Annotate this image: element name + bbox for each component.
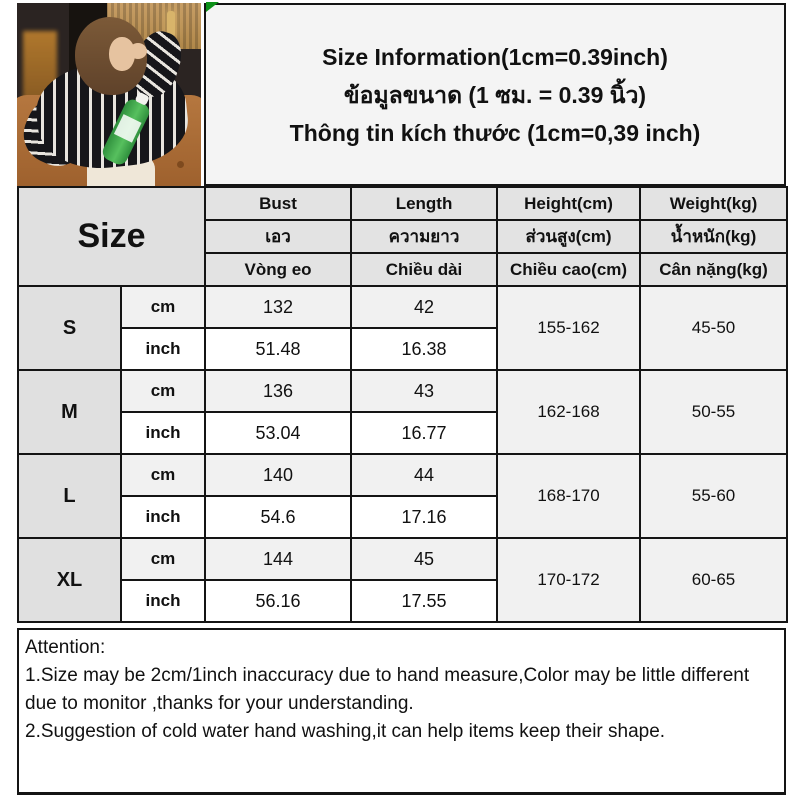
bust-inch-s: 51.48: [204, 327, 353, 371]
length-cm-s: 42: [350, 285, 499, 329]
size-label-m: M: [17, 369, 122, 455]
table-row: inch 53.04 16.77: [18, 411, 787, 455]
size-label-l: L: [17, 453, 122, 539]
length-cm-xl: 45: [350, 537, 499, 581]
col-header-bust-vi: Vòng eo: [204, 252, 353, 287]
table-row: S cm 132 42 155-162 45-50: [17, 285, 789, 371]
length-cm-l: 44: [350, 453, 499, 497]
length-inch-m: 16.77: [350, 411, 499, 455]
title-line-th: ข้อมูลขนาด (1 ซม. = 0.39 นิ้ว): [343, 81, 647, 108]
col-header-height-en: Height(cm): [496, 186, 642, 221]
height-range-xl: 170-172: [496, 537, 642, 623]
table-row: XL cm 144 45 170-172 60-65: [17, 537, 789, 623]
table-row: inch 51.48 16.38: [18, 327, 787, 371]
weight-range-m: 50-55: [639, 369, 789, 455]
col-header-height-th: ส่วนสูง(cm): [496, 219, 642, 254]
col-header-weight-en: Weight(kg): [639, 186, 789, 221]
attention-notes: Attention: 1.Size may be 2cm/1inch inacc…: [17, 628, 786, 795]
length-cm-m: 43: [350, 369, 499, 413]
table-row: inch 56.16 17.55: [18, 579, 787, 623]
unit-label-inch: inch: [119, 411, 207, 455]
col-header-length-en: Length: [350, 186, 499, 221]
height-range-m: 162-168: [496, 369, 642, 455]
col-header-bust-en: Bust: [204, 186, 353, 221]
size-header-cell: Size: [16, 186, 207, 287]
length-inch-s: 16.38: [350, 327, 499, 371]
attention-heading: Attention:: [25, 637, 106, 658]
attention-note-1: 1.Size may be 2cm/1inch inaccuracy due t…: [25, 665, 750, 714]
table-row: L cm 140 44 168-170 55-60: [17, 453, 789, 539]
length-inch-xl: 17.55: [350, 579, 499, 623]
unit-label-cm: cm: [119, 453, 207, 497]
bust-cm-m: 136: [204, 369, 353, 413]
unit-label-inch: inch: [119, 579, 207, 623]
height-range-l: 168-170: [496, 453, 642, 539]
green-corner-marker-icon: [206, 2, 219, 12]
wall-lamp: [167, 11, 175, 37]
bust-inch-l: 54.6: [204, 495, 353, 539]
bust-cm-s: 132: [204, 285, 353, 329]
table-row: M cm 136 43 162-168 50-55: [17, 369, 789, 455]
col-header-length-vi: Chiều dài: [350, 252, 499, 287]
size-label-xl: XL: [17, 537, 122, 623]
weight-range-xl: 60-65: [639, 537, 789, 623]
weight-range-l: 55-60: [639, 453, 789, 539]
unit-label-cm: cm: [119, 369, 207, 413]
col-header-length-th: ความยาว: [350, 219, 499, 254]
col-header-weight-th: น้ำหนัก(kg): [639, 219, 789, 254]
bust-cm-xl: 144: [204, 537, 353, 581]
title-line-en: Size Information(1cm=0.39inch): [322, 43, 668, 70]
size-chart-table: Size Bust Length Height(cm) Weight(kg) เ…: [16, 186, 789, 623]
product-photo: [17, 3, 201, 186]
unit-label-cm: cm: [119, 285, 207, 329]
col-header-bust-th: เอว: [204, 219, 353, 254]
title-line-vi: Thông tin kích thước (1cm=0,39 inch): [289, 119, 701, 146]
unit-label-inch: inch: [119, 495, 207, 539]
height-range-s: 155-162: [496, 285, 642, 371]
bust-inch-xl: 56.16: [204, 579, 353, 623]
model-hand: [129, 43, 147, 59]
size-label-s: S: [17, 285, 122, 371]
bust-cm-l: 140: [204, 453, 353, 497]
unit-label-inch: inch: [119, 327, 207, 371]
bust-inch-m: 53.04: [204, 411, 353, 455]
col-header-height-vi: Chiều cao(cm): [496, 252, 642, 287]
unit-label-cm: cm: [119, 537, 207, 581]
length-inch-l: 17.16: [350, 495, 499, 539]
size-information-title: Size Information(1cm=0.39inch) ข้อมูลขนา…: [204, 3, 786, 186]
weight-range-s: 45-50: [639, 285, 789, 371]
table-row: inch 54.6 17.16: [18, 495, 787, 539]
attention-note-2: 2.Suggestion of cold water hand washing,…: [25, 721, 666, 742]
col-header-weight-vi: Cân nặng(kg): [639, 252, 789, 287]
